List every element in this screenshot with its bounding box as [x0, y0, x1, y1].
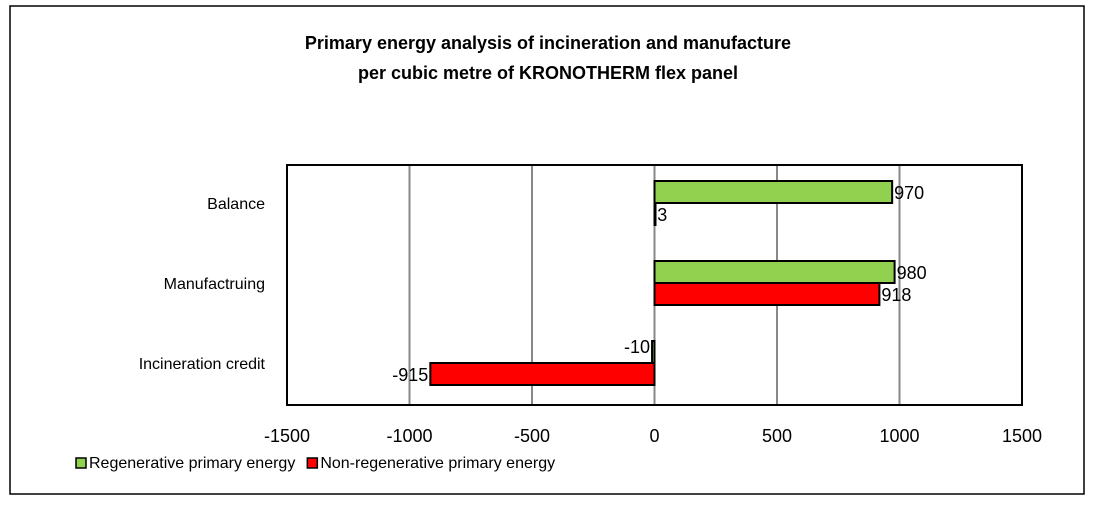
data-label: 918	[881, 285, 911, 305]
legend-swatch	[306, 457, 319, 469]
x-tick-label: 1500	[1002, 426, 1042, 446]
y-tick-label: Balance	[207, 196, 265, 213]
bar	[653, 282, 881, 306]
legend-label: Non-regenerative primary energy	[320, 455, 555, 472]
data-label: 980	[897, 263, 927, 283]
x-tick-label: -1000	[386, 426, 432, 446]
x-tick-label: -1500	[264, 426, 310, 446]
bar	[653, 180, 894, 204]
legend-swatch	[75, 457, 87, 469]
data-label: 3	[657, 205, 667, 225]
x-tick-label: -500	[514, 426, 550, 446]
bar	[653, 202, 657, 226]
bar	[651, 340, 656, 364]
chart-title: per cubic metre of KRONOTHERM flex panel	[358, 63, 738, 83]
data-label: -915	[392, 365, 428, 385]
x-tick-label: 0	[649, 426, 659, 446]
bar	[653, 260, 896, 284]
y-tick-label: Manufactruing	[164, 276, 265, 293]
plot-border	[286, 164, 1023, 406]
bar	[429, 362, 656, 386]
data-label: 970	[894, 183, 924, 203]
x-tick-label: 1000	[879, 426, 919, 446]
y-tick-label: Incineration credit	[139, 356, 266, 373]
chart-title: Primary energy analysis of incineration …	[305, 33, 791, 53]
data-label: -10	[624, 337, 650, 357]
legend-label: Regenerative primary energy	[89, 455, 295, 472]
x-tick-label: 500	[762, 426, 792, 446]
